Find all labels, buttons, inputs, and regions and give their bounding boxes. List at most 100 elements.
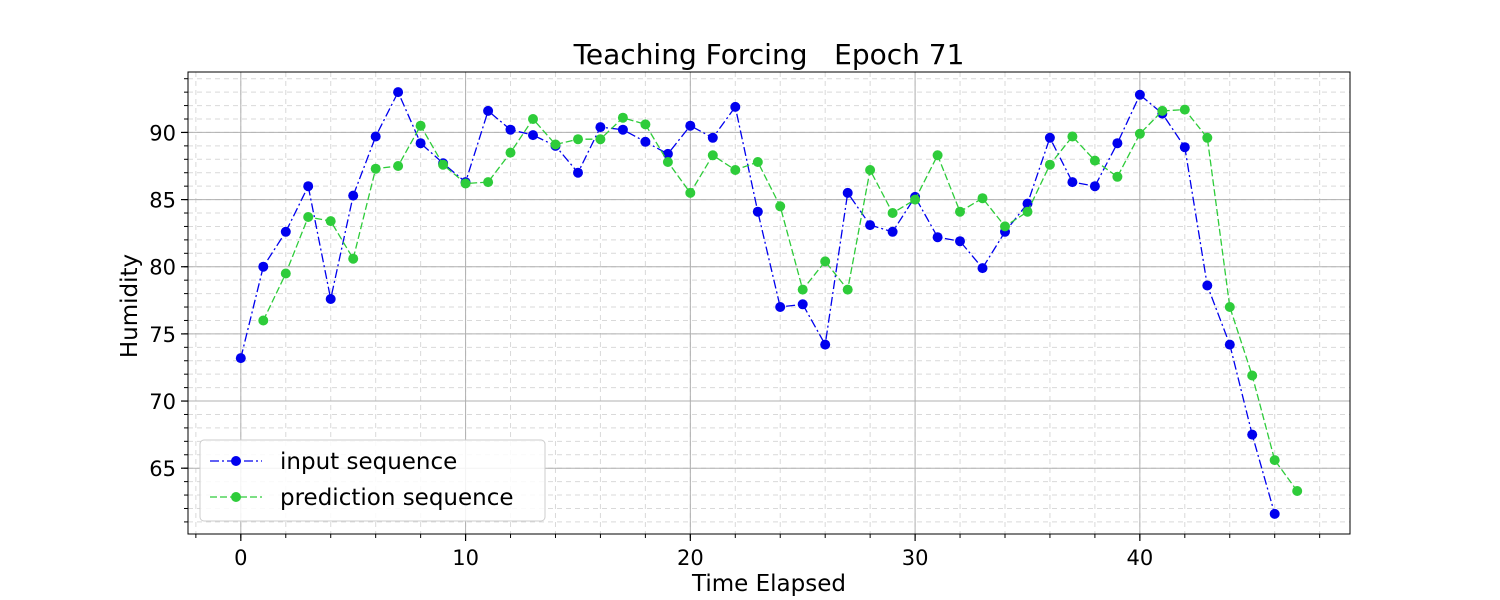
data-point: [730, 165, 741, 175]
data-point: [1112, 171, 1123, 182]
data-point: [685, 187, 696, 198]
data-point: [370, 131, 381, 142]
y-tick-label: 80: [149, 256, 176, 280]
data-point: [415, 138, 426, 149]
legend-marker-input: [231, 456, 241, 466]
data-point: [595, 134, 606, 145]
data-point: [662, 157, 673, 167]
data-point: [842, 187, 853, 198]
y-tick-label: 85: [149, 189, 176, 213]
data-point: [1179, 142, 1190, 153]
data-point: [887, 226, 898, 237]
data-point: [640, 136, 651, 147]
data-point: [483, 177, 494, 188]
data-point: [1022, 206, 1033, 217]
x-axis-label: Time Elapsed: [691, 571, 846, 597]
data-point: [370, 163, 381, 174]
y-tick-label: 65: [149, 457, 176, 481]
legend-label-input: input sequence: [280, 449, 457, 475]
tick-labels: 0 10 20 30 40 65 70 75 80 85 90: [149, 121, 1153, 570]
data-point: [1179, 104, 1190, 115]
legend: input sequence prediction sequence: [199, 439, 546, 522]
series-prediction: [258, 104, 1303, 496]
data-point: [752, 206, 763, 217]
data-point: [865, 165, 876, 175]
data-point: [1044, 132, 1055, 143]
data-point: [1067, 131, 1078, 142]
data-point: [415, 120, 426, 131]
x-tick-label: 20: [677, 546, 704, 570]
data-point: [393, 161, 404, 171]
data-point: [707, 150, 718, 161]
data-point: [685, 120, 696, 131]
data-point: [573, 167, 583, 178]
data-point: [1134, 128, 1145, 139]
x-tick-label: 40: [1126, 546, 1153, 570]
data-point: [820, 339, 831, 350]
plot-frame: [187, 71, 1351, 535]
data-point: [1089, 181, 1100, 192]
data-point: [752, 157, 763, 167]
legend-marker-prediction: [231, 492, 241, 502]
data-point: [550, 139, 561, 150]
data-point: [595, 122, 606, 133]
data-point: [1157, 105, 1168, 116]
legend-label-prediction: prediction sequence: [280, 485, 514, 511]
data-point: [775, 302, 786, 312]
legend-box: [199, 439, 546, 522]
data-point: [662, 148, 673, 159]
chart-title: Teaching Forcing Epoch 71: [573, 38, 965, 71]
data-point: [1202, 280, 1213, 291]
data-point: [887, 208, 898, 218]
data-point: [797, 284, 808, 295]
data-point: [1269, 508, 1280, 519]
x-tick-label: 0: [234, 546, 247, 570]
data-point: [528, 130, 538, 141]
y-tick-label: 70: [149, 390, 176, 414]
data-point: [1269, 455, 1280, 466]
data-point: [1067, 177, 1078, 188]
data-point: [775, 201, 786, 212]
data-point: [1134, 89, 1145, 100]
data-point: [258, 261, 269, 272]
data-point: [528, 114, 538, 124]
data-point: [955, 236, 965, 247]
data-point: [820, 256, 831, 267]
data-point: [910, 194, 921, 205]
data-point: [865, 220, 876, 231]
data-point: [303, 212, 314, 222]
series-layer: [235, 87, 1303, 519]
data-point: [640, 119, 651, 130]
data-point: [977, 193, 988, 204]
tick-marks: [181, 78, 1321, 541]
data-point: [258, 315, 269, 326]
data-point: [483, 105, 494, 116]
y-tick-label: 75: [149, 323, 176, 347]
x-tick-label: 30: [902, 546, 929, 570]
data-point: [235, 353, 246, 364]
minor-grid: [188, 72, 1350, 534]
data-point: [505, 124, 516, 135]
data-point: [1202, 132, 1213, 143]
data-point: [932, 150, 943, 161]
data-point: [1224, 302, 1235, 312]
data-point: [393, 87, 404, 98]
data-point: [325, 216, 336, 227]
data-point: [932, 232, 943, 243]
data-point: [460, 178, 471, 189]
data-point: [1044, 159, 1055, 170]
data-point: [617, 112, 628, 123]
data-point: [977, 263, 988, 274]
data-point: [303, 181, 314, 192]
data-point: [955, 206, 965, 217]
data-point: [1112, 138, 1123, 149]
series-line: [240, 90, 1276, 515]
data-point: [280, 268, 291, 279]
data-point: [797, 299, 808, 310]
data-point: [505, 147, 516, 158]
y-tick-label: 90: [149, 121, 176, 145]
data-point: [280, 226, 291, 237]
data-point: [842, 284, 853, 295]
data-point: [325, 294, 336, 304]
